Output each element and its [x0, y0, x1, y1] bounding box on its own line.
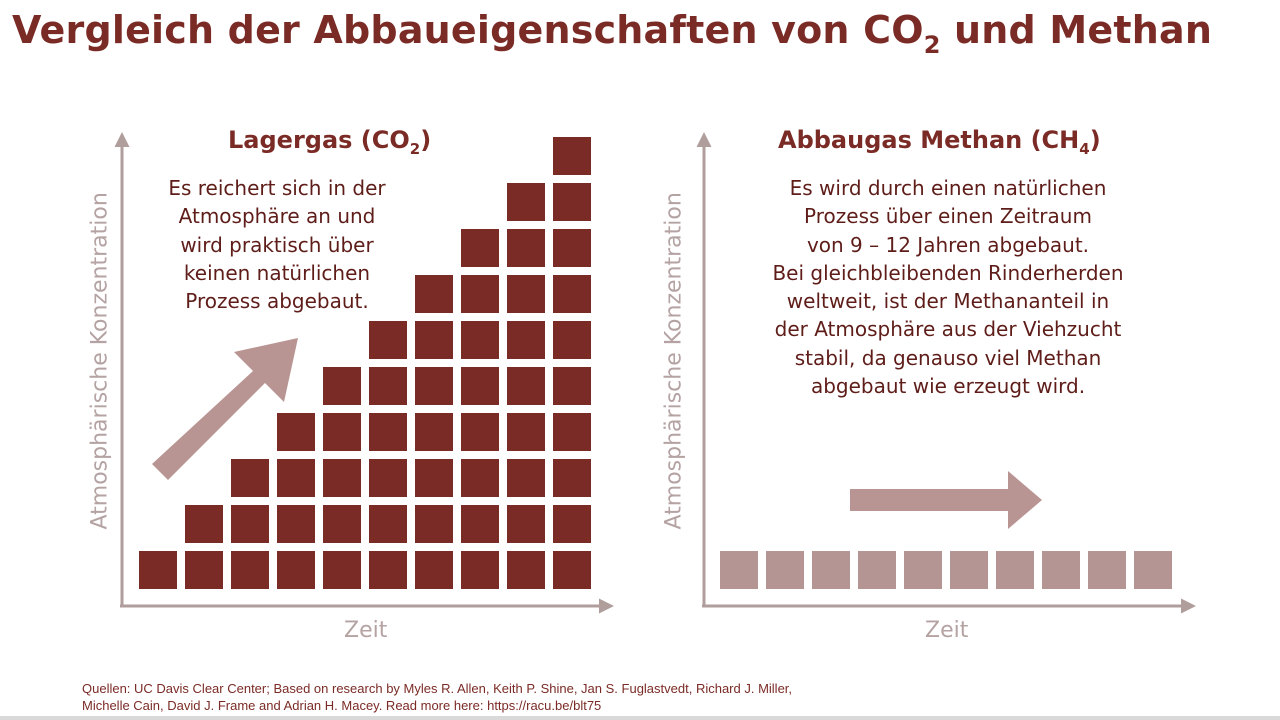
- co2-block-5-2: [369, 459, 407, 497]
- co2-block-4-4: [323, 367, 361, 405]
- bottom-divider: [0, 716, 1280, 720]
- co2-block-9-8: [553, 183, 591, 221]
- co2-block-3-3: [277, 413, 315, 451]
- left-x-axis-label: Zeit: [344, 618, 388, 643]
- co2-block-6-6: [415, 275, 453, 313]
- co2-block-6-3: [415, 413, 453, 451]
- sources-footnote: Quellen: UC Davis Clear Center; Based on…: [82, 681, 793, 713]
- co2-block-8-5: [507, 321, 545, 359]
- methane-block-0-0: [720, 551, 758, 589]
- co2-block-7-2: [461, 459, 499, 497]
- methane-block-8-0: [1088, 551, 1126, 589]
- co2-block-4-2: [323, 459, 361, 497]
- methane-block-9-0: [1134, 551, 1172, 589]
- co2-block-9-3: [553, 413, 591, 451]
- co2-block-6-0: [415, 551, 453, 589]
- co2-block-9-6: [553, 275, 591, 313]
- co2-block-8-3: [507, 413, 545, 451]
- co2-block-8-6: [507, 275, 545, 313]
- title-subscript: 2: [923, 31, 941, 59]
- co2-block-7-1: [461, 505, 499, 543]
- horizontal-arrow-icon: [850, 471, 1042, 529]
- methane-block-2-0: [812, 551, 850, 589]
- co2-block-9-2: [553, 459, 591, 497]
- methane-block-6-0: [996, 551, 1034, 589]
- co2-block-7-5: [461, 321, 499, 359]
- methane-block-4-0: [904, 551, 942, 589]
- co2-block-3-0: [277, 551, 315, 589]
- co2-block-0-0: [139, 551, 177, 589]
- right-panel-title: Abbaugas Methan (CH4): [778, 126, 1101, 158]
- co2-block-8-0: [507, 551, 545, 589]
- title-tail: und Methan: [940, 8, 1213, 52]
- co2-block-4-1: [323, 505, 361, 543]
- left-block-stack: [139, 137, 591, 589]
- left-axes: [114, 132, 614, 614]
- co2-block-8-4: [507, 367, 545, 405]
- left-y-axis-label: Atmosphärische Konzentration: [87, 192, 113, 530]
- co2-block-6-4: [415, 367, 453, 405]
- co2-block-5-0: [369, 551, 407, 589]
- co2-block-4-0: [323, 551, 361, 589]
- right-y-axis-label: Atmosphärische Konzentration: [661, 192, 687, 530]
- co2-block-6-1: [415, 505, 453, 543]
- right-description: Es wird durch einen natürlichen Prozess …: [772, 176, 1124, 399]
- co2-block-5-5: [369, 321, 407, 359]
- co2-block-6-5: [415, 321, 453, 359]
- co2-block-7-4: [461, 367, 499, 405]
- co2-block-9-0: [553, 551, 591, 589]
- left-description: Es reichert sich in der Atmosphäre an un…: [168, 176, 386, 314]
- co2-block-7-6: [461, 275, 499, 313]
- co2-block-9-7: [553, 229, 591, 267]
- right-axes: [696, 132, 1196, 614]
- co2-block-3-2: [277, 459, 315, 497]
- co2-block-9-4: [553, 367, 591, 405]
- methane-block-1-0: [766, 551, 804, 589]
- co2-block-6-2: [415, 459, 453, 497]
- co2-block-5-1: [369, 505, 407, 543]
- title-main: Vergleich der Abbaueigenschaften von CO: [12, 8, 924, 52]
- co2-block-7-3: [461, 413, 499, 451]
- co2-block-2-2: [231, 459, 269, 497]
- co2-block-8-2: [507, 459, 545, 497]
- co2-block-8-7: [507, 229, 545, 267]
- co2-block-2-1: [231, 505, 269, 543]
- co2-block-8-1: [507, 505, 545, 543]
- co2-block-8-8: [507, 183, 545, 221]
- co2-block-1-0: [185, 551, 223, 589]
- right-block-row: [720, 551, 1172, 589]
- co2-block-5-4: [369, 367, 407, 405]
- left-panel-title: Lagergas (CO2): [228, 126, 432, 158]
- co2-block-7-0: [461, 551, 499, 589]
- methane-block-5-0: [950, 551, 988, 589]
- co2-block-2-0: [231, 551, 269, 589]
- page-title: Vergleich der Abbaueigenschaften von CO2…: [12, 8, 1212, 59]
- right-x-axis-label: Zeit: [925, 618, 969, 643]
- co2-block-7-7: [461, 229, 499, 267]
- rising-arrow-icon: [152, 338, 298, 480]
- methane-block-3-0: [858, 551, 896, 589]
- co2-block-9-5: [553, 321, 591, 359]
- co2-block-5-3: [369, 413, 407, 451]
- co2-block-1-1: [185, 505, 223, 543]
- co2-block-9-1: [553, 505, 591, 543]
- methane-block-7-0: [1042, 551, 1080, 589]
- co2-block-9-9: [553, 137, 591, 175]
- co2-block-4-3: [323, 413, 361, 451]
- co2-block-3-1: [277, 505, 315, 543]
